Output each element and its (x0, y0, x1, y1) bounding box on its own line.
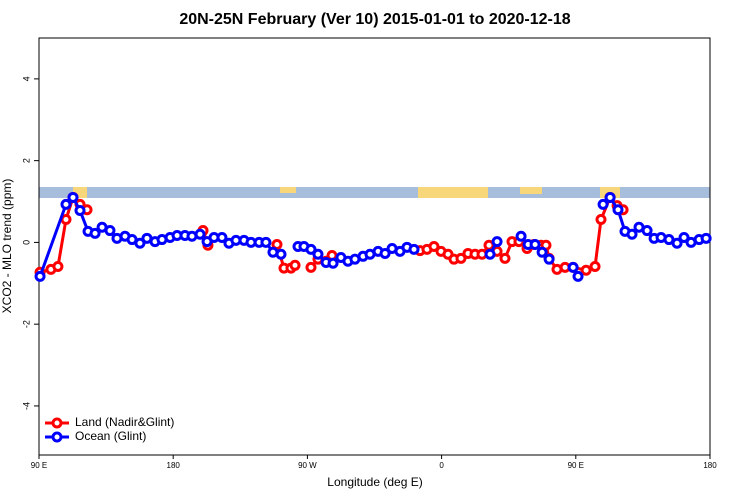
data-point (499, 252, 511, 264)
data-point (491, 236, 503, 248)
data-point (580, 264, 592, 276)
data-point (379, 247, 391, 259)
y-tick-label: 2 (21, 158, 31, 163)
data-point (74, 205, 86, 217)
x-tick-label: 0 (439, 461, 444, 470)
data-point (515, 230, 527, 242)
data-point (134, 237, 146, 249)
y-axis-label: XCO2 - MLO trend (ppm) (0, 179, 14, 314)
data-point (671, 237, 683, 249)
data-point (104, 225, 116, 237)
chart-title: 20N-25N February (Ver 10) 2015-01-01 to … (179, 11, 570, 28)
x-tick-label: 90 W (298, 461, 317, 470)
data-point (641, 225, 653, 237)
data-point (89, 227, 101, 239)
legend-label: Ocean (Glint) (75, 429, 146, 443)
data-point (60, 214, 72, 226)
legend-label: Land (Nadir&Glint) (75, 415, 174, 429)
data-point (428, 241, 440, 252)
legend-marker (51, 431, 63, 443)
y-tick-label: 0 (21, 240, 31, 245)
data-point (529, 238, 541, 250)
data-point (543, 253, 555, 265)
data-point (612, 204, 624, 216)
x-tick-label: 90 E (568, 461, 584, 470)
data-point (260, 236, 272, 248)
data-point (60, 198, 72, 210)
plot-frame (38, 37, 711, 456)
x-tick-label: 90 E (31, 461, 47, 470)
x-tick-label: 180 (703, 461, 717, 470)
data-point (484, 248, 496, 260)
data-point (700, 232, 712, 244)
data-point (327, 257, 339, 269)
y-tick-label: -2 (21, 320, 31, 328)
data-point (408, 243, 420, 255)
data-point (589, 261, 601, 273)
data-point (67, 191, 79, 203)
x-axis-label: Longitude (deg E) (327, 475, 422, 489)
x-tick-label: 180 (167, 461, 181, 470)
y-tick-label: -4 (21, 402, 31, 410)
data-point (52, 261, 64, 273)
data-point (289, 259, 301, 271)
data-point (216, 232, 228, 244)
data-point (305, 243, 317, 255)
data-point (604, 191, 616, 203)
data-point (572, 270, 584, 282)
data-point (194, 228, 206, 240)
data-point (455, 252, 467, 264)
data-point (536, 246, 548, 258)
y-tick-label: 4 (21, 76, 31, 81)
data-point (34, 270, 46, 282)
data-point (567, 261, 579, 273)
data-point (312, 248, 324, 260)
data-point (595, 214, 607, 226)
data-point (305, 261, 317, 273)
data-point (678, 232, 690, 244)
data-point (275, 248, 287, 260)
legend-marker (51, 417, 63, 429)
data-point (626, 228, 638, 240)
data-point (271, 238, 283, 250)
data-point (597, 198, 609, 210)
